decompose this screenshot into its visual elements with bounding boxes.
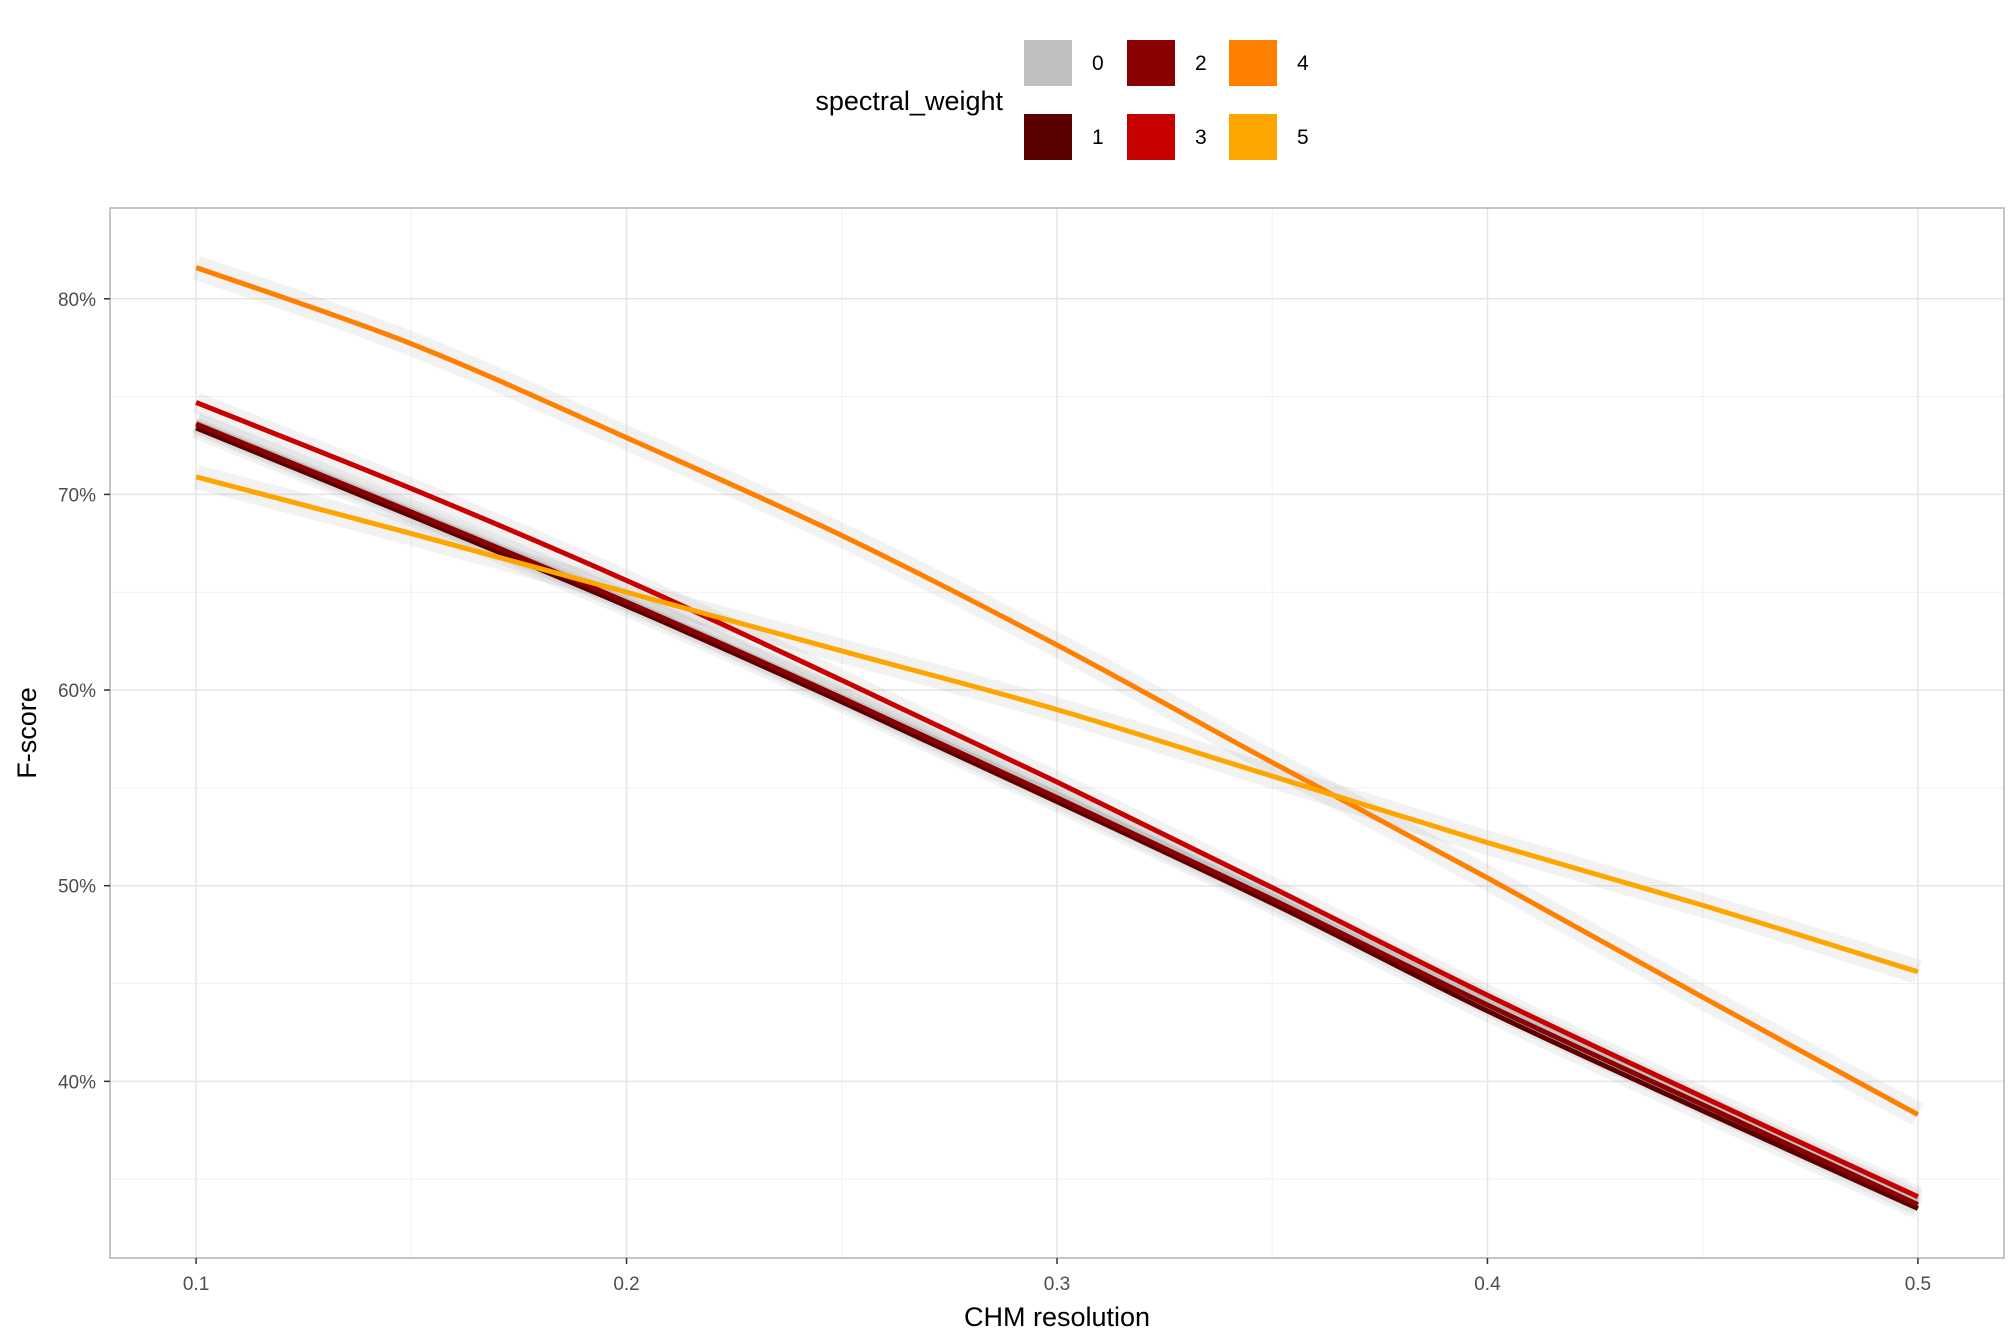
legend-title: spectral_weight <box>815 86 1003 116</box>
series-lines <box>195 265 1920 1211</box>
series-line-5 <box>195 474 1919 975</box>
x-tick-label: 0.5 <box>1905 1274 1931 1295</box>
x-tick-label: 0.3 <box>1044 1274 1070 1295</box>
series-line-4 <box>195 265 1920 1117</box>
y-axis-title: F-score <box>12 687 42 779</box>
legend-items: 0 1 2 3 4 5 <box>1024 40 1309 160</box>
series-line-1 <box>195 425 1919 1211</box>
legend-key-3 <box>1127 114 1175 160</box>
y-tick-label: 50% <box>58 877 96 898</box>
legend-key-2 <box>1127 40 1175 86</box>
y-axis-ticks: 40% 50% 60% 70% 80% <box>58 290 110 1093</box>
x-axis-ticks: 0.1 0.2 0.3 0.4 0.5 <box>183 1258 1931 1295</box>
legend-label-5: 5 <box>1297 126 1309 149</box>
legend-label-3: 3 <box>1195 126 1207 149</box>
x-tick-label: 0.1 <box>183 1274 209 1295</box>
x-tick-label: 0.2 <box>613 1274 639 1295</box>
y-tick-label: 80% <box>58 290 96 311</box>
series-line-3 <box>195 400 1919 1200</box>
x-axis-title: CHM resolution <box>964 1302 1150 1332</box>
legend: spectral_weight 0 1 2 3 4 5 <box>815 40 1309 160</box>
series-line-2 <box>195 421 1919 1207</box>
y-tick-label: 60% <box>58 681 96 702</box>
legend-label-4: 4 <box>1297 52 1309 75</box>
legend-label-1: 1 <box>1092 126 1104 149</box>
x-tick-label: 0.4 <box>1474 1274 1501 1295</box>
legend-label-0: 0 <box>1092 52 1104 75</box>
legend-key-5 <box>1229 114 1277 160</box>
y-tick-label: 70% <box>58 485 96 506</box>
legend-label-2: 2 <box>1195 52 1207 75</box>
legend-key-1 <box>1024 114 1072 160</box>
legend-key-4 <box>1229 40 1277 86</box>
legend-key-0 <box>1024 40 1072 86</box>
y-tick-label: 40% <box>58 1072 96 1093</box>
